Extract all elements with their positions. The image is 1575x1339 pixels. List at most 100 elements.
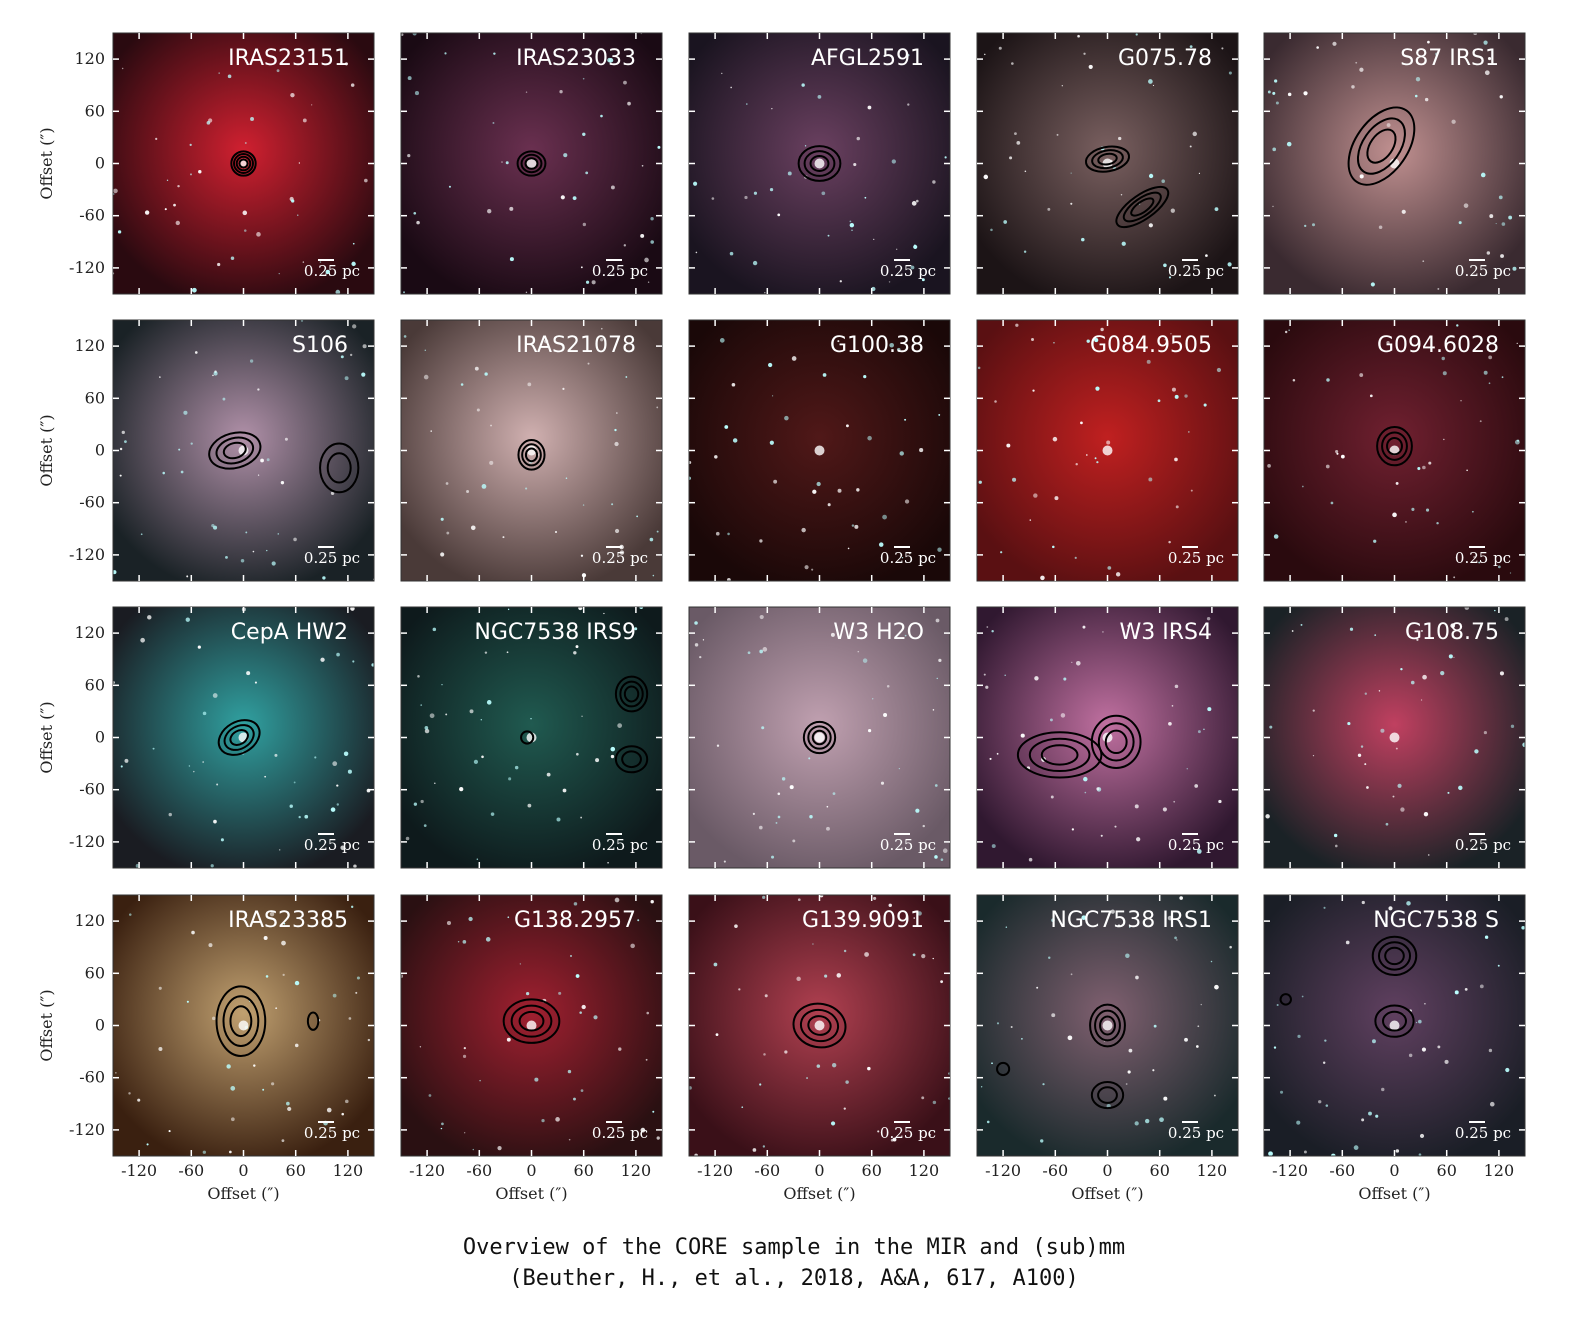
star — [1161, 179, 1165, 183]
scale-label: 0.25 pc — [880, 1124, 936, 1142]
star — [229, 1150, 232, 1154]
y-axis-label: Offset (″) — [37, 414, 56, 486]
star — [1164, 338, 1167, 341]
star — [140, 533, 143, 536]
star — [762, 1145, 766, 1148]
contour — [1090, 1081, 1125, 1110]
star — [839, 280, 842, 283]
star — [996, 1022, 1000, 1025]
star — [752, 1148, 757, 1152]
star — [1522, 742, 1525, 748]
star — [822, 373, 827, 377]
star — [913, 917, 916, 919]
star — [1504, 617, 1509, 621]
star — [1424, 1002, 1426, 1005]
contour — [1090, 714, 1142, 769]
star — [1190, 489, 1193, 492]
star — [1291, 630, 1294, 632]
star — [777, 815, 781, 819]
star — [998, 46, 1002, 50]
star — [1071, 828, 1075, 831]
star — [1077, 34, 1080, 38]
star — [1488, 355, 1493, 360]
star — [699, 655, 702, 659]
contour — [809, 155, 830, 172]
y-tick-label: -60 — [79, 206, 105, 225]
contour — [807, 725, 832, 750]
star — [1213, 1094, 1216, 1097]
scale-label: 0.25 pc — [592, 549, 648, 567]
star — [650, 900, 654, 904]
star — [864, 952, 869, 957]
contour — [229, 1005, 253, 1038]
star — [986, 1120, 990, 1124]
star — [762, 647, 768, 652]
star — [298, 815, 301, 819]
star — [1004, 674, 1006, 676]
star — [944, 156, 947, 159]
star — [493, 52, 496, 55]
star — [434, 782, 436, 784]
source — [1389, 732, 1400, 743]
contour — [208, 431, 262, 470]
star — [806, 1077, 808, 1079]
star — [1003, 220, 1008, 224]
star — [190, 442, 193, 445]
star — [446, 531, 450, 535]
star — [254, 681, 257, 684]
star — [509, 206, 514, 211]
star — [899, 451, 904, 456]
star — [991, 629, 994, 633]
star — [546, 772, 551, 777]
star — [283, 922, 286, 925]
x-tick-label: -60 — [1042, 1161, 1068, 1180]
star — [1369, 394, 1373, 398]
star — [1392, 512, 1397, 518]
star — [1480, 172, 1486, 178]
star — [1205, 254, 1208, 257]
star — [191, 930, 195, 935]
star — [326, 1107, 332, 1113]
star — [910, 265, 915, 270]
star — [585, 171, 589, 175]
star — [1051, 918, 1055, 922]
star — [1031, 338, 1034, 342]
star — [1325, 464, 1330, 469]
star — [929, 1133, 932, 1136]
star — [1171, 705, 1174, 707]
star — [1276, 1003, 1279, 1007]
star — [222, 397, 226, 401]
star — [424, 726, 429, 730]
star — [440, 1127, 443, 1130]
star — [713, 962, 718, 967]
star — [623, 244, 626, 247]
star — [314, 756, 317, 759]
star — [183, 410, 188, 415]
star — [405, 836, 410, 841]
source — [1389, 1020, 1400, 1031]
star — [723, 860, 726, 863]
star — [695, 251, 698, 254]
star — [189, 143, 192, 146]
panel-name: G139.9091 — [802, 908, 924, 933]
panel — [1264, 607, 1525, 868]
star — [1416, 638, 1419, 641]
star — [913, 244, 916, 247]
star — [1357, 753, 1362, 757]
star — [412, 33, 417, 36]
star — [403, 291, 405, 294]
panel — [689, 320, 950, 581]
star — [1021, 1038, 1023, 1040]
star — [1186, 768, 1188, 770]
star — [463, 1047, 466, 1050]
star — [256, 232, 261, 237]
star — [645, 1058, 648, 1061]
star — [117, 230, 122, 234]
star — [771, 395, 774, 397]
contour — [1115, 185, 1170, 229]
star — [1373, 539, 1377, 543]
star — [158, 1047, 163, 1052]
star — [747, 651, 751, 655]
star — [556, 817, 561, 822]
panel — [689, 33, 950, 294]
